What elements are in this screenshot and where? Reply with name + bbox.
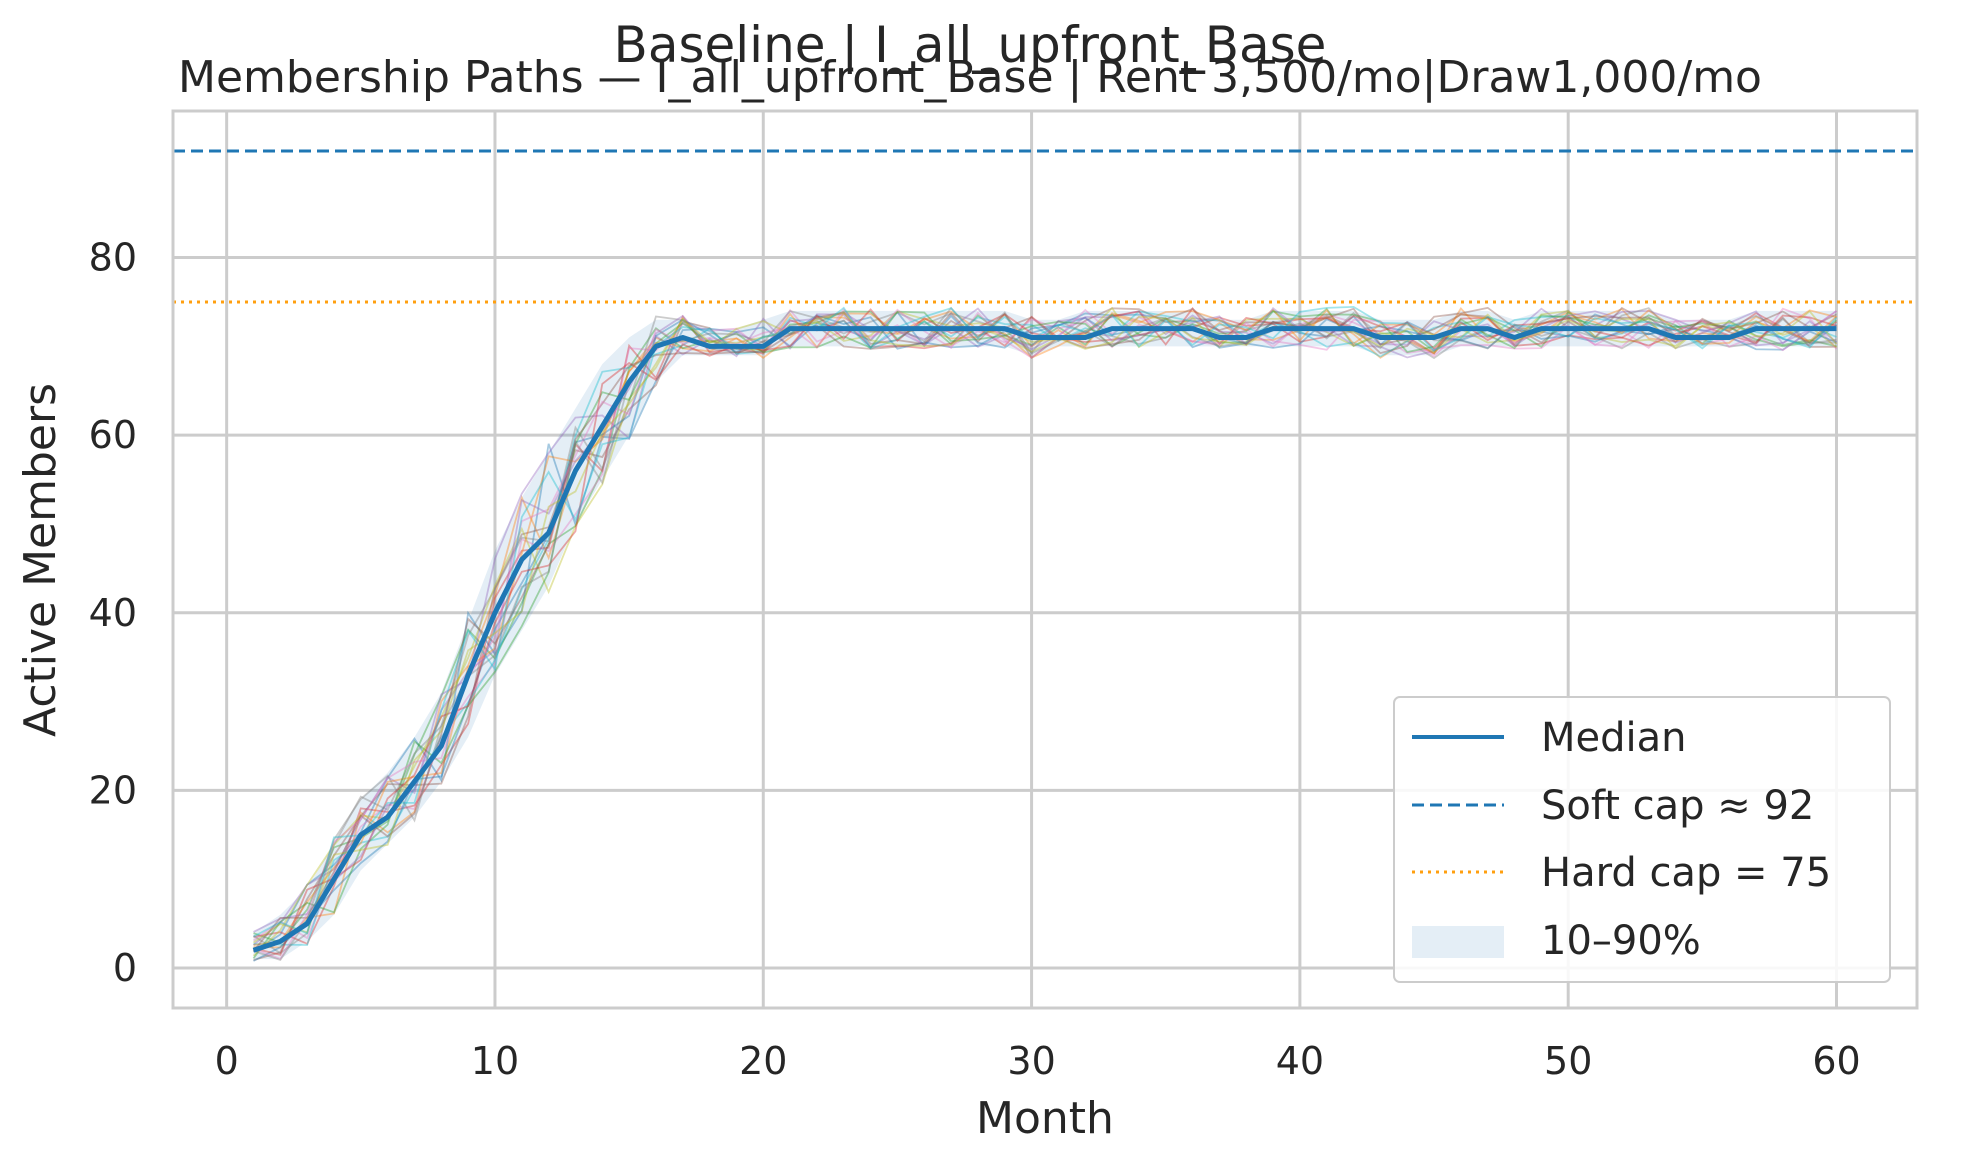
- legend-soft-cap-label: Soft cap ≈ 92: [1541, 783, 1814, 829]
- simulated-path: [252, 310, 1838, 944]
- x-tick-label: 10: [471, 1039, 519, 1083]
- legend-median-label: Median: [1541, 715, 1687, 761]
- y-tick-label: 80: [89, 236, 137, 280]
- simulated-path: [253, 312, 1838, 946]
- simulated-path: [252, 310, 1838, 959]
- x-tick-label: 60: [1812, 1039, 1860, 1083]
- legend-box: [1393, 696, 1891, 983]
- chart-suptitle: Baseline | I_all_upfront_Base: [614, 16, 1327, 74]
- x-tick-label: 50: [1544, 1039, 1592, 1083]
- simulated-paths: [252, 306, 1838, 962]
- chart-title: Membership Paths — I_all_upfront_Base | …: [178, 52, 1762, 103]
- x-tick-label: 0: [215, 1039, 239, 1083]
- simulated-path: [253, 307, 1838, 933]
- reference-lines: [173, 149, 1917, 304]
- simulated-path: [253, 310, 1837, 946]
- y-tick-label: 0: [113, 946, 137, 990]
- simulated-path: [253, 306, 1837, 961]
- simulated-path: [252, 307, 1837, 952]
- median-line: [252, 326, 1837, 953]
- y-tick-label: 20: [89, 768, 137, 812]
- y-axis-label: Active Members: [15, 383, 66, 737]
- legend: Median Soft cap ≈ 92 Hard cap = 75 10–90…: [1393, 696, 1891, 983]
- x-tick-label: 30: [1007, 1039, 1055, 1083]
- x-tick-label: 40: [1276, 1039, 1324, 1083]
- y-tick-labels: 0 20 40 60 80: [89, 236, 137, 990]
- simulated-path: [253, 306, 1838, 938]
- x-axis-label: Month: [976, 1093, 1114, 1144]
- y-tick-label: 40: [89, 591, 137, 635]
- simulated-path: [253, 314, 1837, 962]
- x-tick-labels: 0 10 20 30 40 50 60: [215, 1039, 1861, 1083]
- simulated-path: [252, 306, 1838, 957]
- median-series: [252, 326, 1837, 953]
- y-tick-label: 60: [89, 413, 137, 457]
- legend-band-swatch: [1412, 926, 1504, 958]
- legend-band-label: 10–90%: [1541, 918, 1701, 964]
- grid-lines: [173, 111, 1917, 1008]
- x-tick-label: 20: [739, 1039, 787, 1083]
- plot-frame: [171, 109, 1919, 1010]
- legend-hard-cap-label: Hard cap = 75: [1541, 850, 1831, 896]
- simulated-path: [253, 310, 1838, 953]
